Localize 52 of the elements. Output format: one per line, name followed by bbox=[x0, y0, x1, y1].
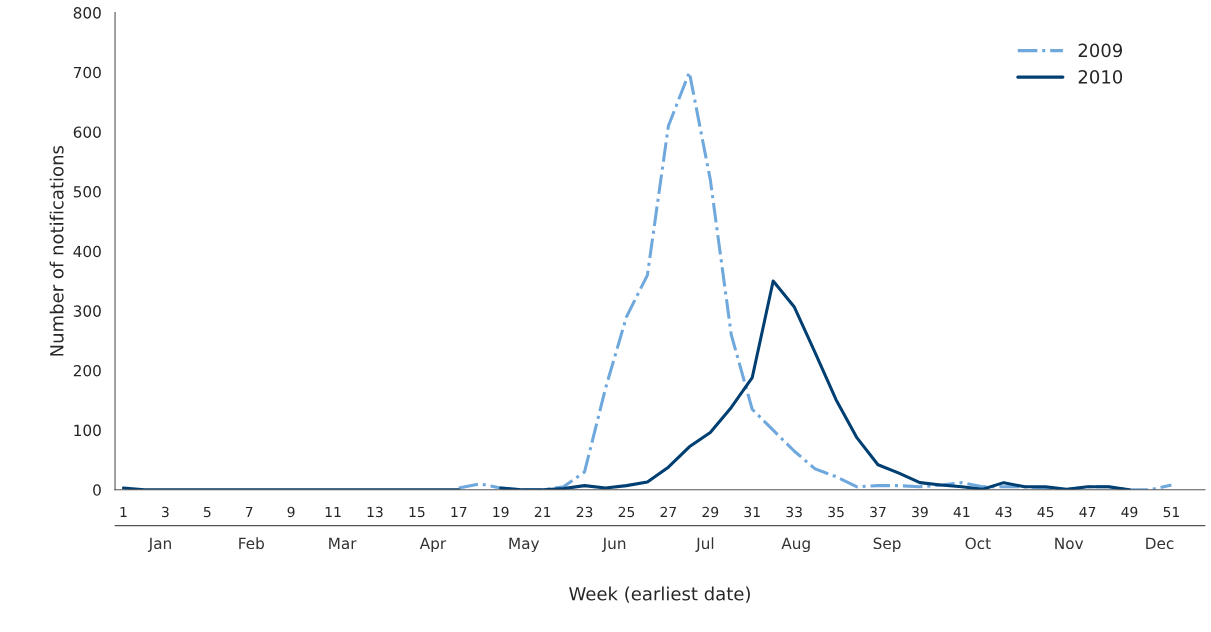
x-tick-label: 45 bbox=[1037, 506, 1054, 518]
y-tick-label: 800 bbox=[73, 7, 101, 19]
x-tick-label: 5 bbox=[203, 506, 211, 518]
x-tick-label: 23 bbox=[576, 506, 593, 518]
x-tick-label: 11 bbox=[325, 506, 341, 518]
x-tick-label: 25 bbox=[618, 506, 635, 518]
text: Jan bbox=[147, 537, 171, 552]
text: Nov bbox=[1055, 537, 1084, 550]
x-tick-label: 43 bbox=[995, 506, 1012, 518]
x-tick-label: 35 bbox=[828, 506, 844, 518]
x-tick-label: 41 bbox=[953, 506, 970, 518]
y-axis-title: Number of notifications bbox=[49, 145, 64, 356]
x-tick-label: 3 bbox=[161, 506, 169, 518]
text: Feb bbox=[239, 537, 264, 550]
x-tick-label: 9 bbox=[287, 506, 295, 518]
text: Oct bbox=[965, 537, 991, 550]
x-tick-label: 39 bbox=[912, 506, 928, 518]
x-tick-label: 49 bbox=[1121, 506, 1138, 518]
y-tick-label: 500 bbox=[73, 186, 101, 198]
legend-label: 2009 bbox=[1078, 43, 1123, 58]
x-tick-label: 37 bbox=[870, 506, 886, 518]
text: Sep bbox=[873, 537, 901, 553]
x-tick-label: 19 bbox=[493, 506, 509, 518]
text: Dec bbox=[1146, 537, 1174, 550]
text: Jul bbox=[695, 537, 714, 552]
x-tick-label: 51 bbox=[1163, 506, 1179, 518]
x-tick-label: 47 bbox=[1079, 506, 1096, 518]
y-tick-label: 600 bbox=[73, 126, 101, 138]
y-tick-label: 0 bbox=[93, 484, 101, 496]
x-tick-label: 21 bbox=[534, 506, 551, 518]
y-tick-label: 700 bbox=[73, 66, 101, 79]
text: Jun bbox=[601, 537, 626, 552]
x-tick-label: 13 bbox=[367, 506, 383, 518]
x-tick-label: 33 bbox=[786, 506, 802, 518]
y-tick-label: 200 bbox=[73, 364, 101, 377]
text: May bbox=[509, 537, 540, 553]
x-tick-label: 29 bbox=[702, 506, 719, 518]
legend-label: 2010 bbox=[1078, 70, 1123, 84]
x-tick-label: 31 bbox=[744, 506, 760, 518]
y-tick-label: 100 bbox=[74, 424, 101, 437]
x-tick-label: 1 bbox=[120, 506, 127, 518]
y-tick-label: 400 bbox=[73, 245, 101, 258]
text: Apr bbox=[419, 537, 447, 553]
x-tick-label: 17 bbox=[451, 506, 467, 518]
text: Mar bbox=[329, 537, 357, 550]
x-tick-label: 27 bbox=[660, 506, 677, 518]
x-axis-title: Week (earliest date) bbox=[569, 586, 750, 603]
x-tick-label: 15 bbox=[409, 506, 425, 518]
text: Aug bbox=[781, 537, 810, 553]
x-tick-label: 7 bbox=[245, 506, 253, 518]
line-series bbox=[457, 70, 1173, 490]
y-tick-label: 300 bbox=[73, 305, 101, 317]
